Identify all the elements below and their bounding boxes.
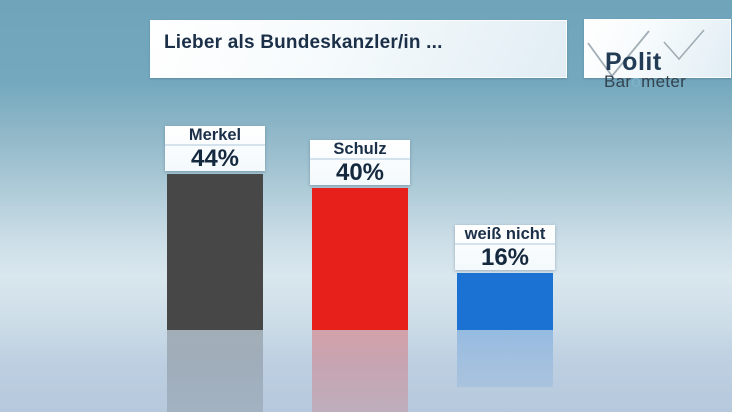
- logo-text-meter: meter: [641, 72, 687, 91]
- bar-category-label: Merkel: [188, 126, 242, 144]
- bar-reflection-weiss-nicht: [457, 330, 553, 387]
- bar-reflection-schulz: [312, 330, 408, 412]
- logo-text-bar: Bar: [604, 72, 632, 91]
- politbarometer-logo: Polit Barometer: [584, 19, 731, 90]
- bar-category-label: Schulz: [333, 140, 387, 158]
- checkmark-icon: [587, 29, 705, 78]
- logo-text-barometer: Barometer: [604, 72, 687, 91]
- bar-merkel: [167, 174, 263, 330]
- bar-category-label: weiß nicht: [464, 225, 546, 243]
- bar-reflection-merkel: [167, 330, 263, 412]
- logo-text-o-accent: o: [631, 72, 642, 91]
- bar-schulz: [312, 188, 408, 330]
- bar-label-box-weiss-nicht: weiß nicht 16%: [455, 225, 555, 270]
- bar-value-label: 44%: [165, 144, 265, 171]
- chart-title: Lieber als Bundeskanzler/in ...: [164, 32, 443, 53]
- bar-value-label: 16%: [455, 243, 555, 270]
- bar-label-box-schulz: Schulz 40%: [310, 140, 410, 185]
- title-panel: Lieber als Bundeskanzler/in ...: [150, 20, 567, 78]
- bar-value-label: 40%: [310, 158, 410, 185]
- bar-label-box-merkel: Merkel 44%: [165, 126, 265, 171]
- logo-text-polit: Polit: [605, 48, 662, 76]
- bar-weiss-nicht: [457, 273, 553, 330]
